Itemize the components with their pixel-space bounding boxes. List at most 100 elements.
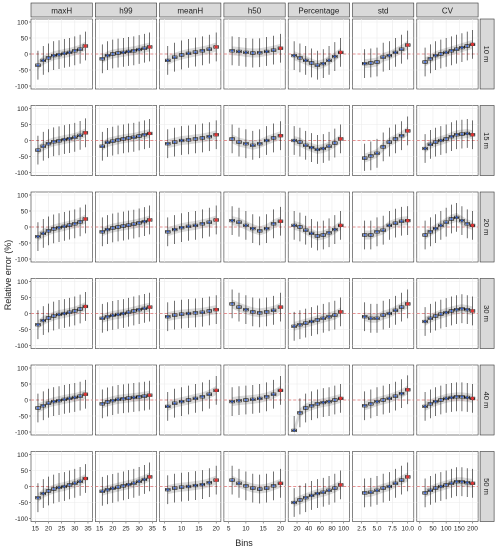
trend-point [194,484,197,487]
row-label-5: 50 m [482,478,491,495]
trend-point [117,486,120,489]
trend-point [52,488,55,491]
trend-point [388,485,391,488]
trend-point [265,310,268,313]
mean-marker [406,388,410,392]
trend-point [173,314,176,317]
trend-point [231,479,234,482]
trend-point [187,485,190,488]
trend-point [369,154,372,157]
trend-point [52,400,55,403]
y-tick-label: 0 [24,311,28,318]
y-tick-label: 50 [21,122,29,129]
trend-point [143,478,146,481]
x-tick-label: 15 [96,526,104,533]
mean-marker [148,45,152,49]
mean-marker [278,388,283,392]
trend-point [237,482,240,485]
trend-point [322,234,325,236]
trend-point [394,222,397,225]
trend-point [63,225,66,228]
mean-marker [148,393,152,397]
x-tick-label: 20 [277,526,285,533]
trend-point [434,400,437,403]
mean-marker [214,218,218,222]
trend-point [460,133,463,136]
trend-point [208,481,211,484]
trend-point [298,141,301,144]
x-tick-label: 25 [122,526,130,533]
trend-point [58,226,61,229]
row-label-2: 20 m [482,219,491,236]
trend-point [127,224,130,227]
trend-point [111,314,114,317]
y-tick-label: 0 [24,398,28,405]
trend-point [460,307,463,310]
trend-point [316,64,319,67]
trend-point [68,483,71,486]
trend-point [304,229,307,232]
trend-point [304,407,307,409]
trend-point [424,405,427,408]
trend-point [201,49,204,52]
facet-strip-h50 [223,2,286,18]
trend-point [117,398,120,401]
trend-point [434,54,437,57]
mean-marker [214,133,218,137]
trend-point [251,144,254,147]
trend-point [394,395,397,398]
trend-point [429,489,432,492]
trend-point [394,51,397,54]
facet-label-Percentage: Percentage [298,7,339,16]
trend-point [68,397,71,400]
trend-point [244,51,247,54]
trend-point [434,487,437,490]
trend-point [466,481,469,484]
trend-point [466,396,469,399]
trend-point [117,138,120,141]
trend-point [460,480,463,483]
trend-point [127,397,130,400]
trend-point [310,146,313,149]
trend-point [244,484,247,487]
trend-point [445,221,448,224]
mean-marker [278,46,283,50]
y-tick-label: -100 [15,430,28,437]
trend-point [445,137,448,140]
trend-point [187,138,190,141]
trend-point [143,133,146,136]
trend-point [138,480,141,483]
mean-marker [278,305,283,309]
trend-point [258,397,261,400]
ci-ribbon [167,385,217,411]
trend-point [201,222,204,225]
ci-ribbon [232,43,281,58]
trend-point [52,227,55,230]
trend-point [231,49,234,52]
trend-point [429,230,432,233]
trend-point [187,399,190,401]
x-tick-label: 200 [467,526,478,533]
trend-point [293,224,296,227]
y-tick-label: 50 [21,295,29,302]
trend-point [127,311,130,314]
trend-point [194,397,197,400]
trend-point [79,134,82,137]
x-tick-label: 25 [58,526,66,533]
trend-point [298,56,301,59]
y-tick-label: 50 [21,468,29,475]
x-tick-label: 5.0 [372,526,381,533]
trend-point [106,400,109,403]
trend-point [231,302,234,305]
trend-point [36,149,39,152]
trend-point [47,142,50,145]
trend-point [143,395,146,398]
y-tick-label: 100 [17,106,28,113]
trend-point [101,490,104,493]
trend-point [101,57,104,60]
mean-marker [278,134,283,138]
trend-point [166,488,169,491]
x-tick-label: 10 [242,526,250,533]
trend-point [363,234,366,236]
